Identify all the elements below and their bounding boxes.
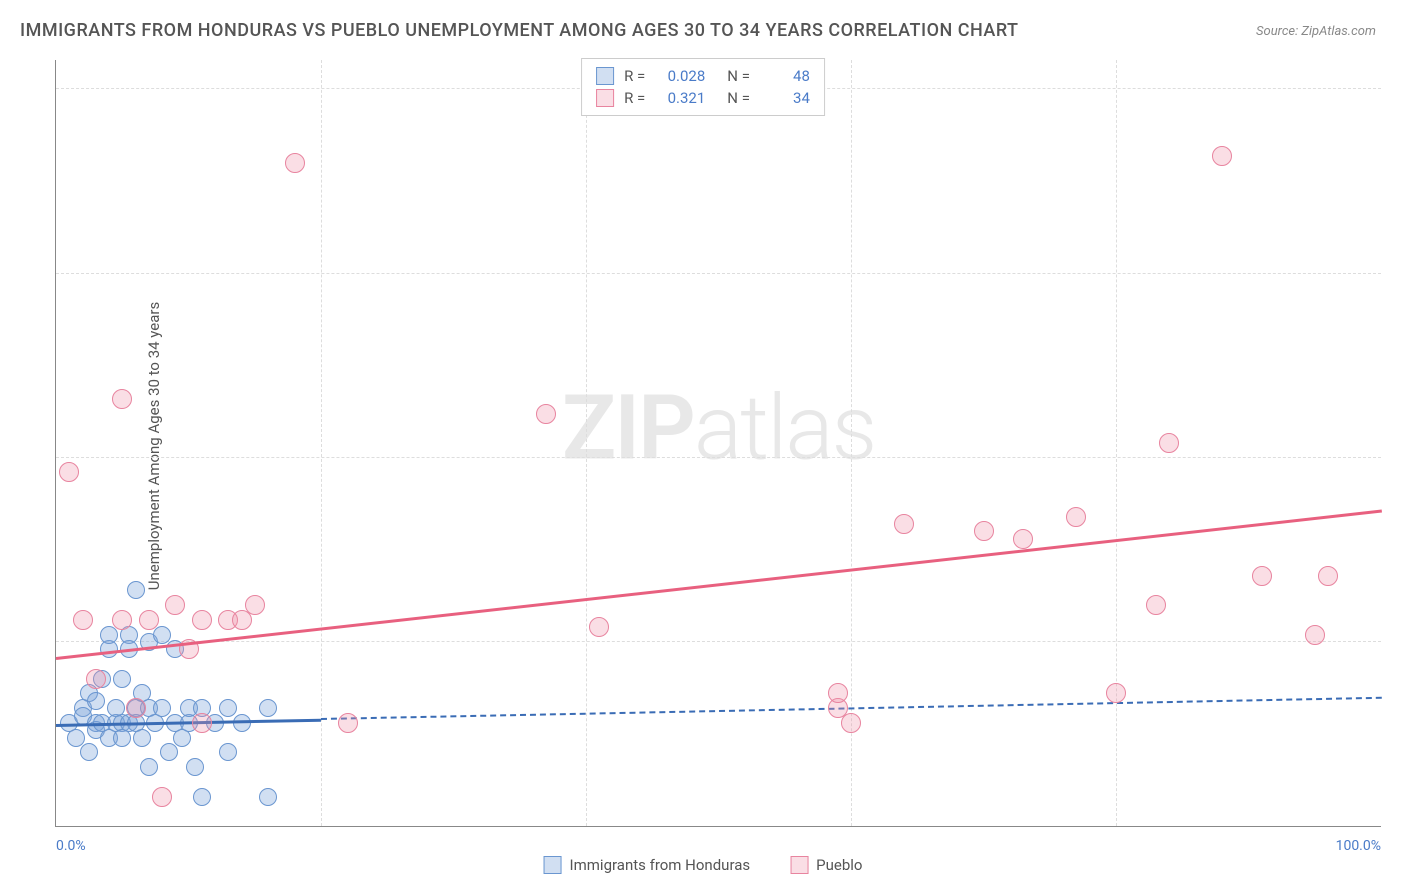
data-point	[536, 404, 556, 424]
data-point	[139, 610, 159, 630]
data-point	[894, 514, 914, 534]
data-point	[80, 743, 98, 761]
data-point	[192, 610, 212, 630]
data-point	[67, 729, 85, 747]
data-point	[285, 153, 305, 173]
legend-swatch	[544, 856, 562, 874]
data-point	[192, 713, 212, 733]
data-point	[1146, 595, 1166, 615]
data-point	[153, 626, 171, 644]
r-value: 0.028	[655, 67, 705, 85]
legend-series-label: Immigrants from Honduras	[570, 856, 751, 874]
data-point	[1106, 683, 1126, 703]
data-point	[113, 670, 131, 688]
data-point	[219, 699, 237, 717]
legend-series-item: Pueblo	[790, 856, 862, 874]
data-point	[1305, 625, 1325, 645]
data-point	[186, 758, 204, 776]
data-point	[1159, 433, 1179, 453]
data-point	[1252, 566, 1272, 586]
legend-series-label: Pueblo	[816, 856, 862, 874]
data-point	[589, 617, 609, 637]
r-label: R =	[624, 89, 645, 107]
gridline-vertical	[321, 60, 322, 826]
chart-title: IMMIGRANTS FROM HONDURAS VS PUEBLO UNEMP…	[20, 20, 1019, 41]
n-value: 34	[760, 89, 810, 107]
data-point	[219, 743, 237, 761]
data-point	[112, 389, 132, 409]
x-tick-label: 100.0%	[1336, 838, 1381, 854]
legend-stat-row: R = 0.321 N = 34	[596, 87, 810, 109]
data-point	[259, 699, 277, 717]
data-point	[127, 581, 145, 599]
data-point	[1212, 146, 1232, 166]
legend-stat-row: R = 0.028 N = 48	[596, 65, 810, 87]
legend-series-item: Immigrants from Honduras	[544, 856, 751, 874]
x-tick-label: 0.0%	[56, 838, 86, 854]
gridline-horizontal	[56, 641, 1381, 642]
data-point	[338, 713, 358, 733]
n-label: N =	[727, 89, 750, 107]
watermark-light: atlas	[694, 375, 875, 480]
gridline-horizontal	[56, 273, 1381, 274]
data-point	[59, 462, 79, 482]
gridline-vertical	[586, 60, 587, 826]
gridline-vertical	[851, 60, 852, 826]
chart-container: IMMIGRANTS FROM HONDURAS VS PUEBLO UNEMP…	[0, 0, 1406, 892]
watermark: ZIPatlas	[562, 375, 875, 480]
legend-stats: R = 0.028 N = 48 R = 0.321 N = 34	[581, 58, 825, 116]
data-point	[153, 699, 171, 717]
data-point	[112, 610, 132, 630]
watermark-bold: ZIP	[562, 375, 694, 480]
r-value: 0.321	[655, 89, 705, 107]
gridline-vertical	[1116, 60, 1117, 826]
data-point	[133, 729, 151, 747]
data-point	[841, 713, 861, 733]
data-point	[140, 758, 158, 776]
data-point	[828, 683, 848, 703]
legend-swatch	[596, 89, 614, 107]
data-point	[259, 788, 277, 806]
trend-line	[56, 510, 1382, 660]
data-point	[100, 626, 118, 644]
n-value: 48	[760, 67, 810, 85]
legend-swatch	[790, 856, 808, 874]
data-point	[165, 595, 185, 615]
data-point	[193, 788, 211, 806]
source-attribution: Source: ZipAtlas.com	[1256, 24, 1376, 39]
data-point	[245, 595, 265, 615]
data-point	[1013, 529, 1033, 549]
data-point	[974, 521, 994, 541]
r-label: R =	[624, 67, 645, 85]
data-point	[152, 787, 172, 807]
data-point	[87, 692, 105, 710]
data-point	[86, 669, 106, 689]
data-point	[1066, 507, 1086, 527]
gridline-horizontal	[56, 457, 1381, 458]
data-point	[160, 743, 178, 761]
data-point	[1318, 566, 1338, 586]
legend-swatch	[596, 67, 614, 85]
n-label: N =	[727, 67, 750, 85]
plot-area: ZIPatlas 12.5%25.0%37.5%50.0%0.0%100.0%	[55, 60, 1381, 827]
data-point	[126, 698, 146, 718]
legend-series: Immigrants from Honduras Pueblo	[544, 856, 863, 874]
data-point	[73, 610, 93, 630]
